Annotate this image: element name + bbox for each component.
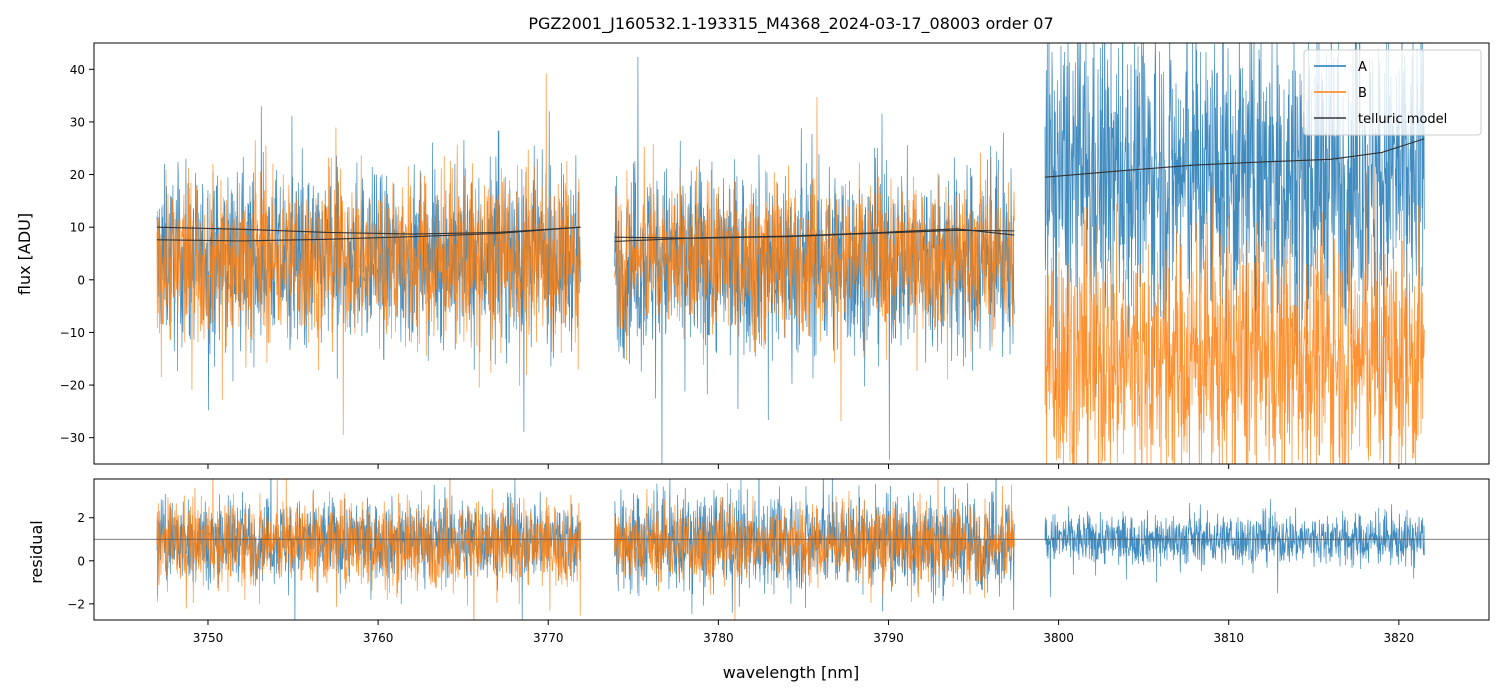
ytick-label: 30 xyxy=(70,115,85,129)
chart-title: PGZ2001_J160532.1-193315_M4368_2024-03-1… xyxy=(528,14,1053,34)
residual-panel: −2 0 2 3750 3760 3770 3780 3790 3800 3810 3820 re… xyxy=(27,478,1490,682)
flux-ylabel: flux [ADU] xyxy=(15,213,34,295)
ytick-label: 0 xyxy=(77,273,85,287)
ytick-label: 20 xyxy=(70,168,85,182)
residual-axes-frame xyxy=(93,478,1490,621)
legend: A B telluric model xyxy=(1303,49,1482,136)
series-a-segment-3 xyxy=(1044,43,1425,464)
telluric-model-curve-4 xyxy=(614,228,1015,242)
legend-label-telluric: telluric model xyxy=(1358,112,1447,127)
ytick-label: 10 xyxy=(70,221,85,235)
legend-label-b: B xyxy=(1358,86,1367,101)
xtick-label: 3750 xyxy=(193,631,224,645)
telluric-model-curve-1 xyxy=(156,226,581,235)
xtick-label: 3790 xyxy=(873,631,904,645)
series-b-segment-1 xyxy=(156,73,581,436)
xtick-label: 3800 xyxy=(1043,631,1074,645)
xlabel: wavelength [nm] xyxy=(723,663,860,682)
xtick-label: 3760 xyxy=(363,631,394,645)
ytick-label: −2 xyxy=(67,597,85,611)
series-b-segment-3 xyxy=(1044,80,1425,464)
ytick-label: −10 xyxy=(60,326,85,340)
ytick-label: 2 xyxy=(77,511,85,525)
series-b-segment-2 xyxy=(614,479,1015,620)
series-a-segment-3 xyxy=(1044,498,1425,598)
telluric-model-curve-2 xyxy=(156,226,581,242)
ytick-label: 0 xyxy=(77,554,85,568)
ytick-label: −30 xyxy=(60,431,85,445)
telluric-model-curve-5 xyxy=(1044,138,1425,178)
flux-panel: −30 −20 −10 0 10 20 30 40 flux [ADU] A B tellur… xyxy=(15,42,1490,469)
legend-label-a: A xyxy=(1358,60,1367,75)
series-b-segment-1 xyxy=(156,479,581,620)
xtick-label: 3770 xyxy=(533,631,564,645)
xtick-label: 3820 xyxy=(1384,631,1415,645)
residual-ylabel: residual xyxy=(27,520,46,583)
xtick-label: 3780 xyxy=(703,631,734,645)
flux-axes-frame xyxy=(93,42,1490,465)
series-b-segment-2 xyxy=(614,97,1015,422)
legend-frame xyxy=(1303,49,1482,136)
xtick-label: 3810 xyxy=(1213,631,1244,645)
ytick-label: −20 xyxy=(60,379,85,393)
ytick-label: 40 xyxy=(70,63,85,77)
